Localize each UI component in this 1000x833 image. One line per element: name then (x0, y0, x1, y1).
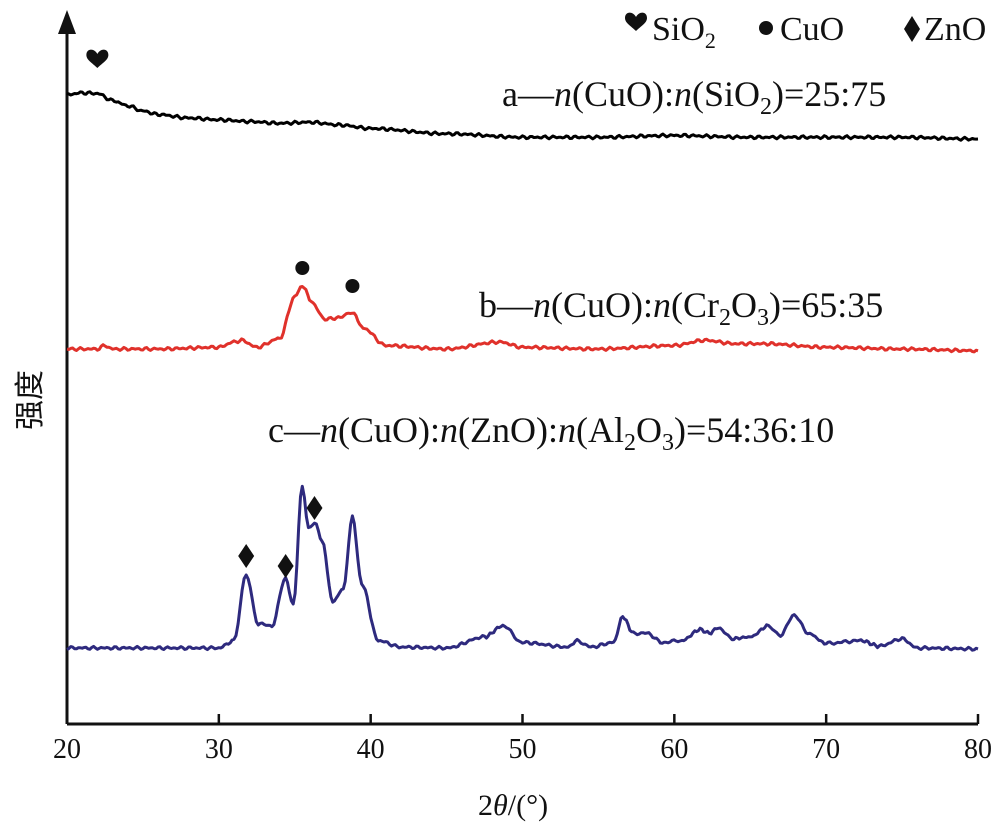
legend: SiO2 CuO ZnO (625, 11, 986, 53)
y-axis-arrow (58, 10, 76, 34)
legend-diamond-marker (904, 16, 920, 42)
x-tick-label: 70 (812, 734, 840, 765)
series-lines (66, 90, 979, 652)
series-line-a (66, 90, 979, 142)
peak-marker-heart (86, 49, 109, 68)
x-tick-label: 40 (357, 734, 385, 765)
peak-marker-circle (345, 279, 360, 293)
x-ticks: 20 30 40 50 60 70 80 (53, 714, 992, 765)
series-line-c (66, 484, 979, 652)
peak-marker-circle (295, 261, 310, 275)
x-tick-label: 80 (964, 734, 992, 765)
x-tick-label: 60 (660, 734, 688, 765)
x-tick-label: 50 (509, 734, 537, 765)
peak-marker-diamond (238, 544, 255, 568)
legend-heart-marker (625, 12, 647, 31)
peak-markers (86, 49, 360, 578)
legend-label-sio2: SiO2 (652, 11, 716, 53)
peak-marker-diamond (277, 554, 294, 578)
x-tick-label: 20 (53, 734, 81, 765)
peak-marker-diamond (306, 496, 323, 520)
series-label-a: a—n(CuO):n(SiO2)=25:75 (502, 74, 886, 120)
series-label-c: c—n(CuO):n(ZnO):n(Al2O3)=54:36:10 (268, 410, 834, 456)
legend-label-cuo: CuO (780, 11, 844, 48)
series-label-b: b—n(CuO):n(Cr2O3)=65:35 (479, 285, 883, 331)
legend-circle-marker (759, 21, 773, 35)
x-axis-title: 2θ/(°) (478, 789, 548, 822)
series-line-b (66, 285, 979, 354)
legend-label-zno: ZnO (924, 11, 986, 48)
y-axis-title: 强度 (14, 370, 47, 430)
x-tick-label: 30 (205, 734, 233, 765)
